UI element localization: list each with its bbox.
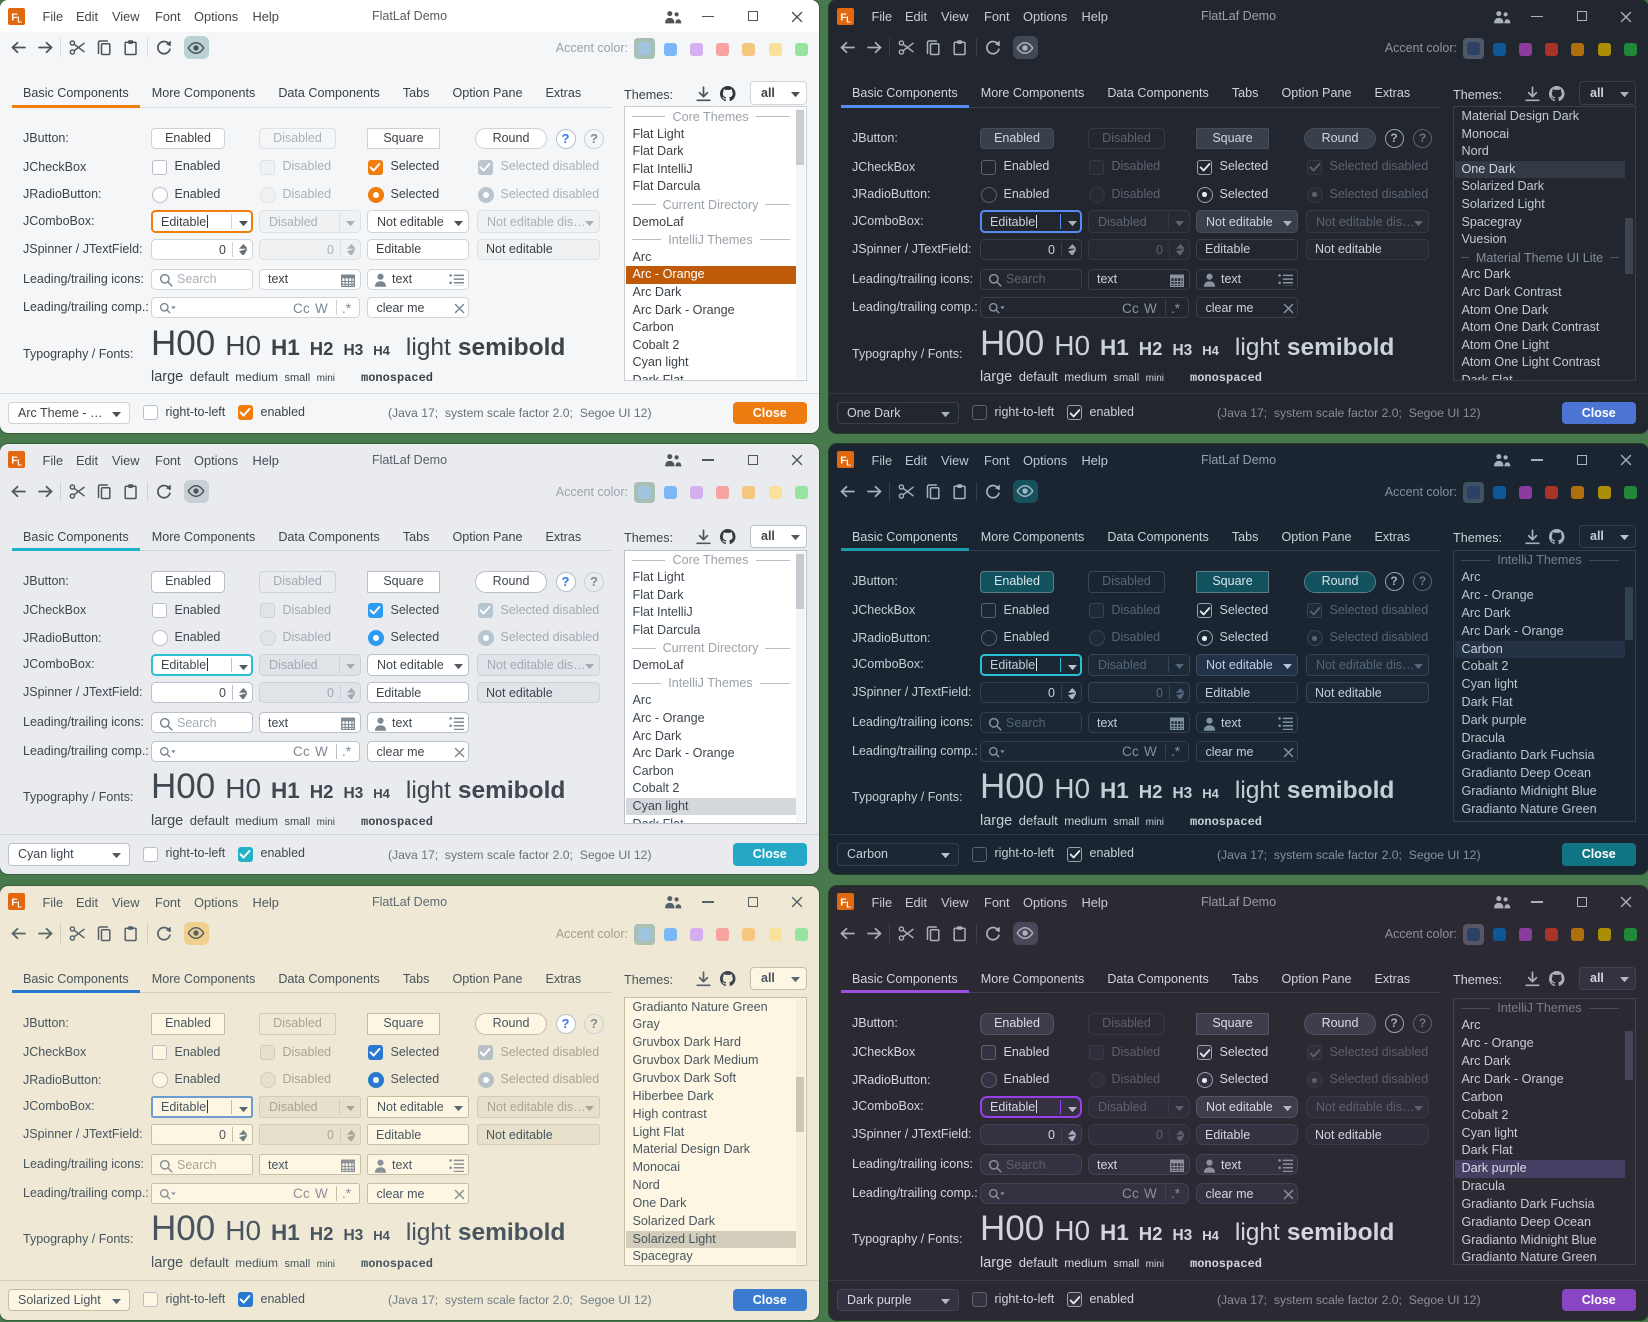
svg-text:L: L <box>17 15 22 24</box>
svg-text:L: L <box>846 901 851 910</box>
svg-text:F: F <box>11 454 18 466</box>
svg-text:L: L <box>846 459 851 468</box>
svg-text:F: F <box>840 454 847 466</box>
svg-text:F: F <box>840 11 847 23</box>
svg-text:L: L <box>17 901 22 910</box>
svg-text:L: L <box>17 459 22 468</box>
svg-text:F: F <box>840 896 847 908</box>
svg-text:F: F <box>11 11 18 23</box>
svg-text:L: L <box>846 15 851 24</box>
svg-text:F: F <box>11 896 18 908</box>
